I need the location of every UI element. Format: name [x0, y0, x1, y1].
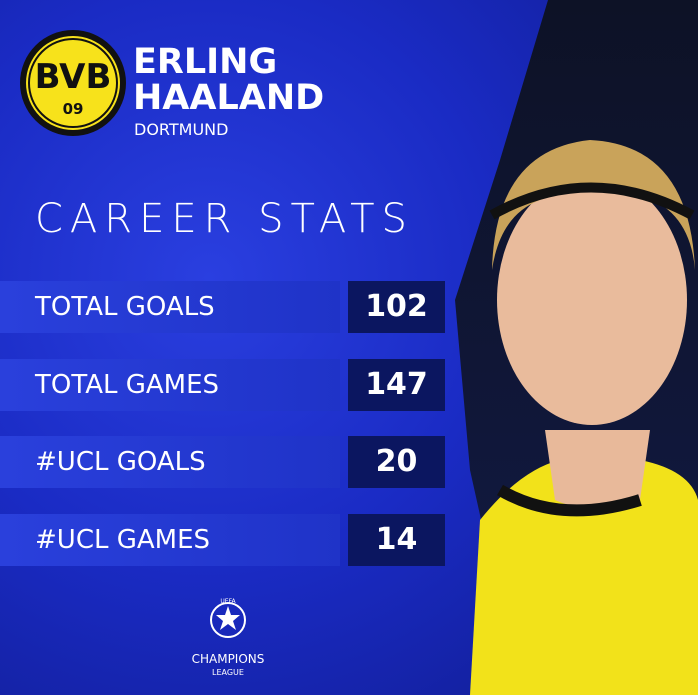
footer-league: LEAGUE — [212, 668, 244, 677]
club-logo: BVB 09 — [20, 30, 126, 136]
stat-value: 14 — [348, 513, 445, 566]
section-title: CAREER STATS — [35, 196, 414, 242]
stat-label: #UCL GOALS — [0, 436, 340, 488]
first-name: ERLING — [133, 42, 278, 82]
stat-value: 102 — [348, 281, 445, 333]
stat-value: 147 — [348, 358, 445, 411]
ucl-starball — [210, 602, 246, 638]
stat-label: TOTAL GAMES — [0, 358, 340, 411]
logo-year: 09 — [63, 100, 84, 118]
stat-label: #UCL GAMES — [0, 513, 340, 566]
stat-value: 20 — [348, 436, 445, 488]
stat-label: TOTAL GOALS — [0, 281, 340, 333]
logo-letters: BVB — [35, 57, 112, 97]
footer-champions: CHAMPIONS — [191, 652, 265, 666]
club-name: DORTMUND — [134, 120, 229, 139]
footer-uefa: UEFA — [220, 598, 236, 605]
last-name: HAALAND — [133, 78, 325, 118]
